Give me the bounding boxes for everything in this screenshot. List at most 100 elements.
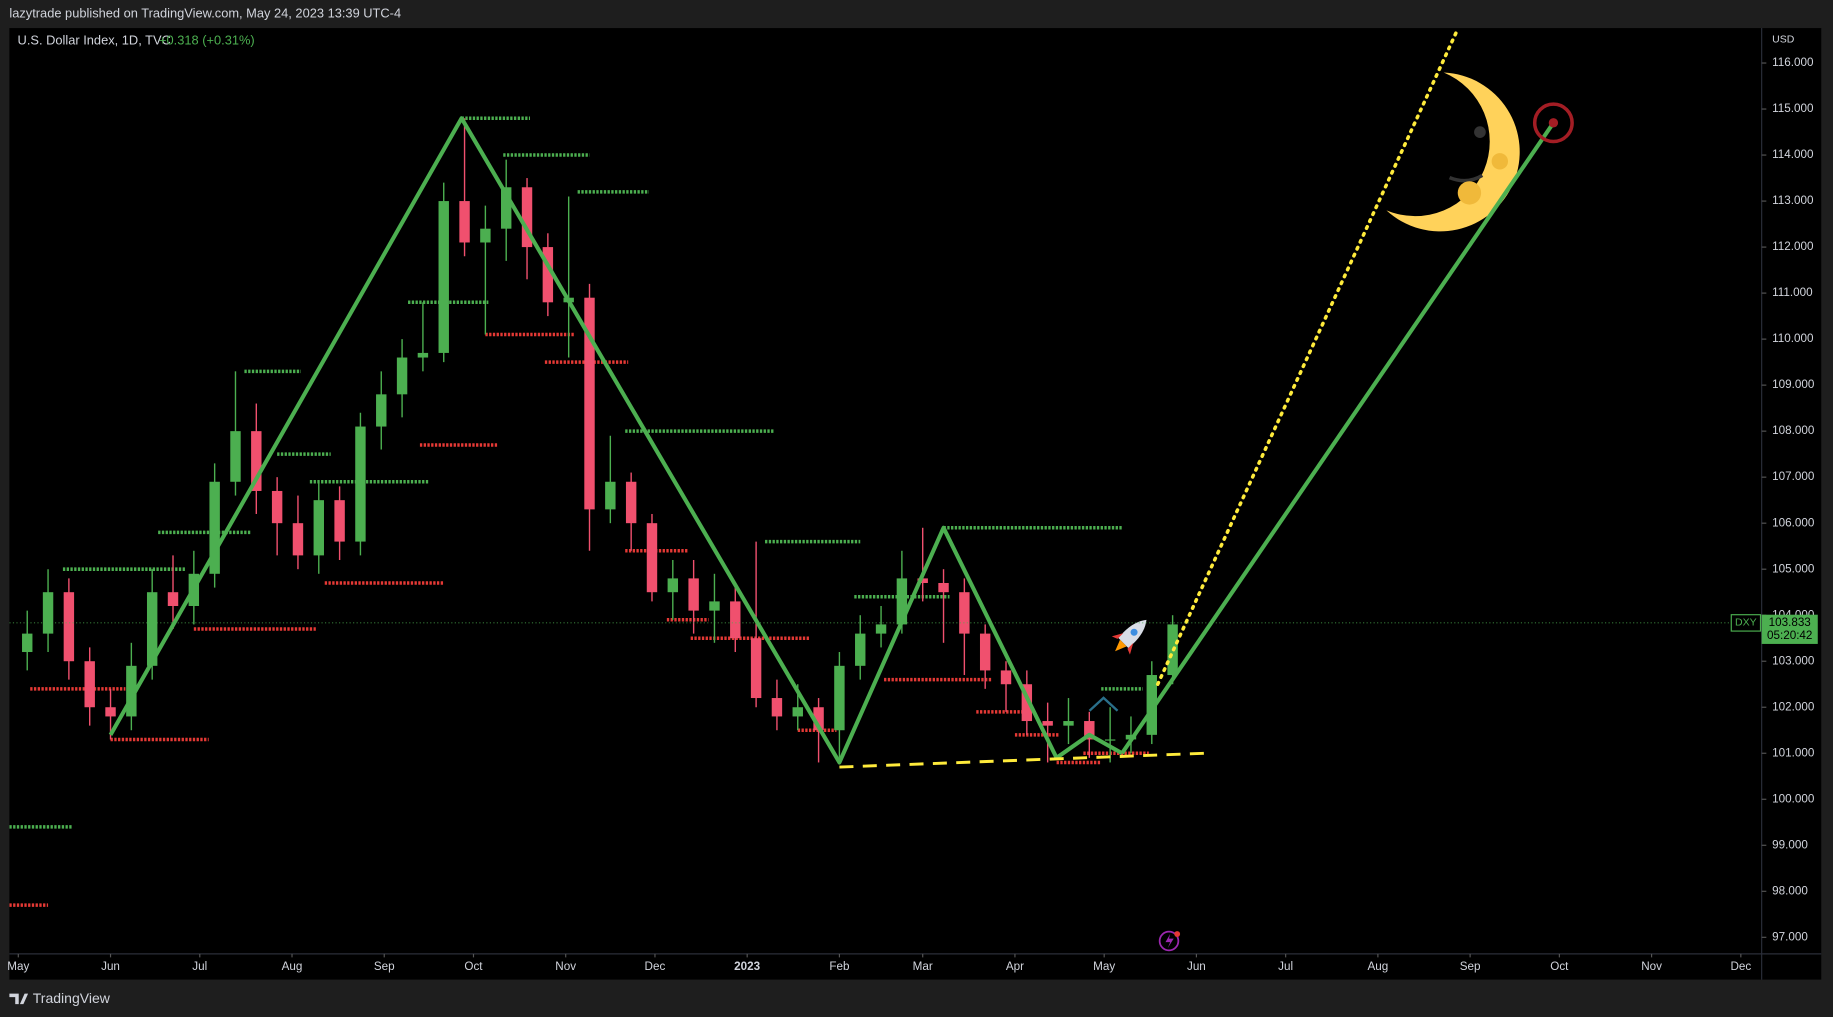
candle-body [251, 431, 262, 491]
candle-body [813, 707, 824, 731]
x-tick-label: May [1093, 960, 1115, 973]
moon-icon [1386, 72, 1520, 232]
candle-body [1104, 739, 1116, 741]
candle-body [1063, 721, 1074, 726]
footer-logo [9, 993, 29, 1005]
candle-body [667, 578, 679, 593]
arrow-marker [1088, 696, 1119, 712]
target-ring [1532, 102, 1574, 144]
x-tick-label: 2023 [734, 960, 760, 973]
x-tick-label: Dec [1730, 960, 1751, 973]
candle-body [917, 578, 928, 583]
y-tick-label: 114.000 [1772, 148, 1814, 161]
symbol-tag [1730, 614, 1762, 632]
candle-body [271, 490, 283, 524]
y-tick-label: 101.000 [1772, 746, 1815, 759]
x-tick-label: Jul [1278, 960, 1293, 973]
candle-body [605, 481, 616, 510]
y-tick-label: 103.000 [1772, 654, 1815, 667]
y-tick-label: 108.000 [1772, 424, 1815, 437]
candle-body [959, 592, 970, 634]
candle-body [42, 592, 54, 634]
zigzag-line [108, 116, 1124, 765]
neckline [839, 751, 1206, 769]
candle-body [63, 592, 75, 662]
candle-body [521, 187, 533, 248]
candle-body [646, 523, 658, 593]
footer-brand: TradingView [33, 990, 111, 1006]
currency: USD [1772, 34, 1795, 46]
candle-body [792, 707, 803, 717]
candle-body [542, 247, 554, 303]
candle-body [126, 665, 137, 717]
candle-body [1042, 721, 1053, 726]
x-tick-label: Nov [1641, 960, 1662, 973]
projection-line [1120, 121, 1556, 755]
candle-body [896, 578, 908, 625]
countdown: 05:20:42 [1767, 629, 1812, 642]
candle-body [709, 601, 720, 611]
candle-body [146, 592, 158, 666]
y-tick-label: 110.000 [1772, 332, 1814, 345]
candle-body [459, 201, 470, 243]
x-tick-label: Oct [1550, 960, 1569, 973]
candle-body [292, 523, 304, 556]
candle-body [834, 665, 845, 731]
candle-body [105, 707, 116, 717]
y-tick-label: 112.000 [1772, 240, 1814, 253]
y-tick-label: 116.000 [1772, 56, 1814, 69]
x-tick-label: Apr [1006, 960, 1024, 973]
x-tick-label: Aug [1367, 960, 1388, 973]
candle-body [855, 633, 866, 666]
header-text: lazytrade published on TradingView.com, … [9, 5, 401, 20]
candle-body [167, 592, 179, 607]
y-tick-label: 113.000 [1772, 194, 1814, 207]
last-price-tag [1761, 614, 1818, 644]
candle-body [584, 297, 595, 510]
candle-body [84, 661, 95, 708]
candle-body [376, 394, 387, 427]
candle-body [334, 500, 345, 542]
x-tick-label: Sep [1460, 960, 1481, 973]
plot-area [9, 28, 1762, 907]
candle-body [355, 426, 366, 542]
candle-body [875, 624, 887, 634]
candle-body [22, 633, 33, 653]
chart-title: U.S. Dollar Index, 1D, TVC [18, 32, 171, 47]
y-tick-label: 111.000 [1772, 286, 1813, 299]
candle-body [1146, 675, 1157, 735]
candle-body [938, 582, 949, 593]
momentum-line [1155, 28, 1460, 686]
x-tick-label: May [7, 960, 29, 973]
y-tick-label: 109.000 [1772, 378, 1815, 391]
chart-panel [9, 28, 1822, 980]
y-tick-label: 99.000 [1772, 838, 1808, 851]
candle-body [209, 481, 220, 574]
last-price-label: 103.833 [1769, 616, 1811, 629]
symbol-label: DXY [1735, 617, 1757, 629]
y-tick-label: 115.000 [1772, 102, 1814, 115]
rocket-icon [1111, 619, 1147, 655]
x-tick-label: Aug [282, 960, 303, 973]
candle-body [688, 578, 699, 611]
y-tick-label: 107.000 [1772, 470, 1815, 483]
x-tick-label: Feb [829, 960, 849, 973]
candle-body [750, 638, 762, 699]
candle-body [771, 698, 783, 717]
candle-body [1084, 721, 1095, 740]
lightning-icon [1158, 930, 1181, 952]
x-tick-label: Jul [192, 960, 207, 973]
candle-body [480, 228, 491, 243]
y-tick-label: 98.000 [1772, 884, 1808, 897]
change-text: +0.318 (+0.31%) [159, 32, 255, 47]
y-tick-label: 105.000 [1772, 562, 1815, 575]
x-tick-label: Jun [101, 960, 120, 973]
candle-body [313, 500, 324, 556]
x-tick-label: Oct [464, 960, 483, 973]
x-tick-label: Dec [645, 960, 666, 973]
y-tick-label: 102.000 [1772, 700, 1815, 713]
candle-body [417, 352, 429, 358]
target-dot [1548, 118, 1559, 128]
